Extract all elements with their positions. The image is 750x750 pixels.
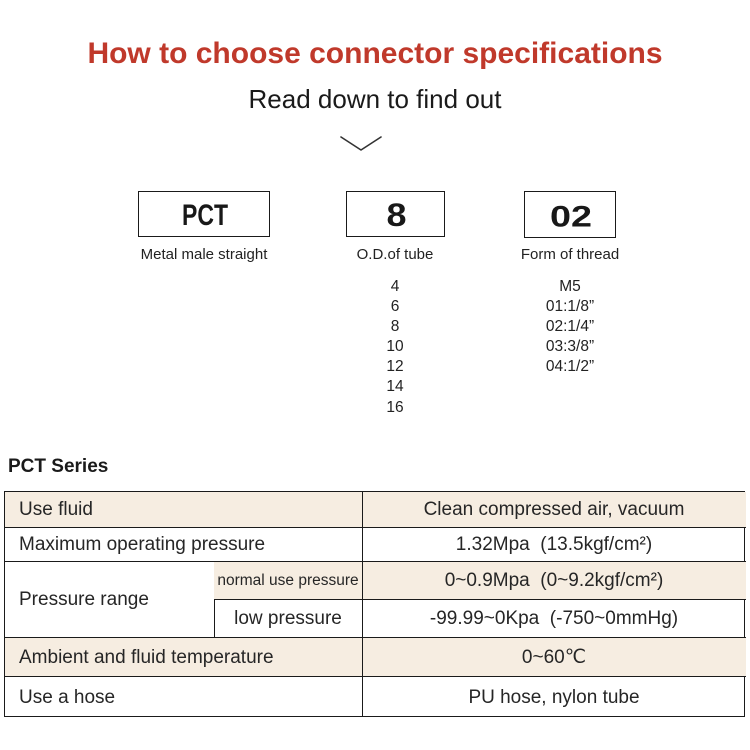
svg-text:PCT: PCT	[182, 199, 228, 232]
svg-text:02: 02	[550, 201, 592, 234]
svg-text:8: 8	[387, 197, 407, 233]
